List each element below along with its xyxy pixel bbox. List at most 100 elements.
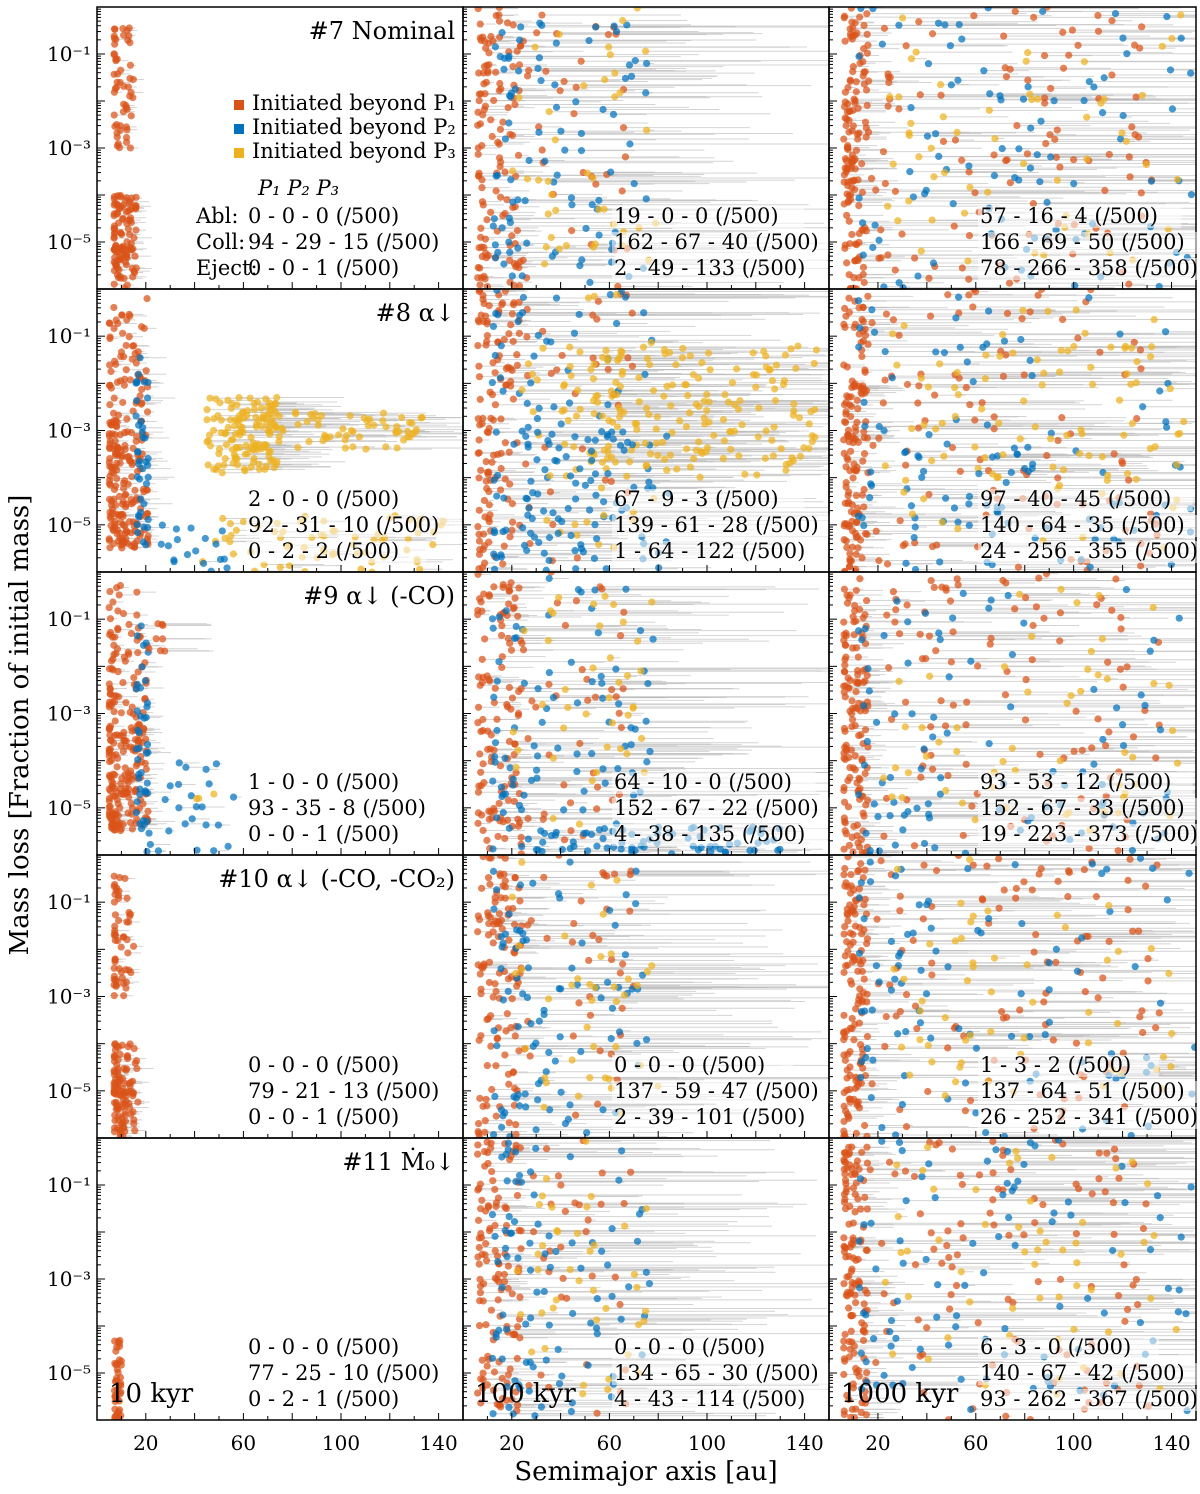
point-p3 (240, 465, 249, 473)
point-p2 (990, 172, 999, 180)
point-p3 (939, 113, 947, 121)
point-p2 (1033, 151, 1041, 159)
point-p3 (342, 432, 351, 440)
point-p3 (762, 427, 770, 435)
point-p2 (555, 444, 563, 452)
point-p2 (984, 7, 992, 12)
point-p3 (576, 405, 584, 413)
point-p2 (511, 85, 520, 93)
point-p1 (869, 441, 877, 450)
point-p2 (505, 214, 513, 222)
point-p3 (660, 345, 669, 354)
point-p3 (646, 361, 654, 369)
point-p3 (698, 359, 706, 367)
point-p3 (265, 453, 273, 461)
point-p3 (246, 394, 254, 402)
point-p1 (500, 542, 508, 550)
point-p3 (627, 446, 636, 454)
point-p1 (853, 533, 862, 541)
point-p1 (485, 518, 493, 526)
point-p1 (863, 434, 872, 442)
point-p3 (606, 51, 614, 59)
point-p2 (584, 436, 592, 444)
point-p1 (1125, 476, 1133, 484)
point-p1 (1128, 123, 1136, 131)
point-p2 (510, 440, 518, 448)
point-p1 (123, 415, 131, 423)
point-p2 (577, 129, 586, 138)
point-p3 (370, 421, 378, 429)
point-p1 (120, 353, 128, 361)
point-p1 (126, 376, 135, 384)
point-p3 (210, 415, 218, 423)
point-p1 (474, 121, 482, 129)
point-p1 (1006, 179, 1014, 187)
point-p1 (113, 466, 121, 474)
point-p3 (271, 399, 279, 408)
point-p1 (858, 160, 866, 168)
point-p2 (524, 443, 532, 451)
point-p1 (497, 449, 505, 457)
point-p2 (232, 571, 233, 572)
point-p1 (509, 337, 517, 346)
point-p3 (294, 420, 302, 429)
point-p2 (170, 556, 178, 564)
point-p3 (695, 402, 703, 411)
point-p3 (710, 431, 718, 440)
stats-backdrop (612, 541, 827, 563)
point-p1 (110, 111, 118, 119)
data-points (474, 289, 821, 572)
point-p1 (515, 329, 523, 337)
point-p1 (1059, 64, 1068, 72)
point-p2 (498, 224, 506, 232)
point-p1 (604, 31, 613, 39)
point-p1 (1046, 131, 1054, 139)
point-p1 (142, 367, 150, 375)
point-p3 (641, 47, 650, 55)
point-p2 (1015, 145, 1023, 153)
point-p1 (127, 112, 135, 120)
point-p1 (492, 68, 500, 76)
point-p2 (1037, 117, 1045, 125)
point-p1 (124, 225, 133, 233)
y-tick-label: 10⁻¹ (47, 324, 91, 348)
point-p1 (106, 544, 114, 552)
point-p1 (119, 512, 127, 520)
point-p3 (792, 364, 800, 373)
point-p1 (860, 485, 868, 494)
point-p1 (506, 278, 514, 286)
point-p3 (620, 408, 628, 416)
point-p3 (580, 82, 588, 90)
point-p1 (1051, 135, 1059, 143)
point-p2 (517, 23, 525, 31)
point-p1 (863, 49, 872, 57)
point-p2 (545, 533, 554, 542)
point-p1 (480, 559, 489, 567)
point-p1 (937, 91, 945, 99)
stats-line: 19 - 0 - 0 (/500) (614, 204, 779, 228)
point-p1 (965, 291, 973, 299)
point-p3 (543, 516, 551, 524)
point-p1 (594, 297, 602, 305)
point-p2 (518, 272, 526, 280)
point-p3 (805, 444, 813, 453)
point-p1 (105, 535, 113, 543)
point-p2 (172, 525, 181, 533)
point-p3 (230, 422, 239, 430)
point-p2 (1111, 10, 1120, 18)
point-p1 (553, 366, 561, 374)
point-p1 (116, 193, 124, 201)
point-p3 (233, 444, 241, 452)
point-p3 (700, 414, 708, 422)
point-p2 (1085, 77, 1093, 86)
point-p2 (1123, 50, 1131, 58)
point-p1 (510, 299, 518, 307)
point-p3 (544, 210, 552, 218)
point-p1 (1094, 11, 1102, 20)
stats-backdrop (612, 206, 805, 228)
point-p2 (1166, 66, 1175, 74)
point-p3 (265, 410, 273, 418)
point-p3 (1022, 57, 1030, 65)
point-p3 (1122, 137, 1130, 145)
point-p3 (398, 413, 406, 422)
